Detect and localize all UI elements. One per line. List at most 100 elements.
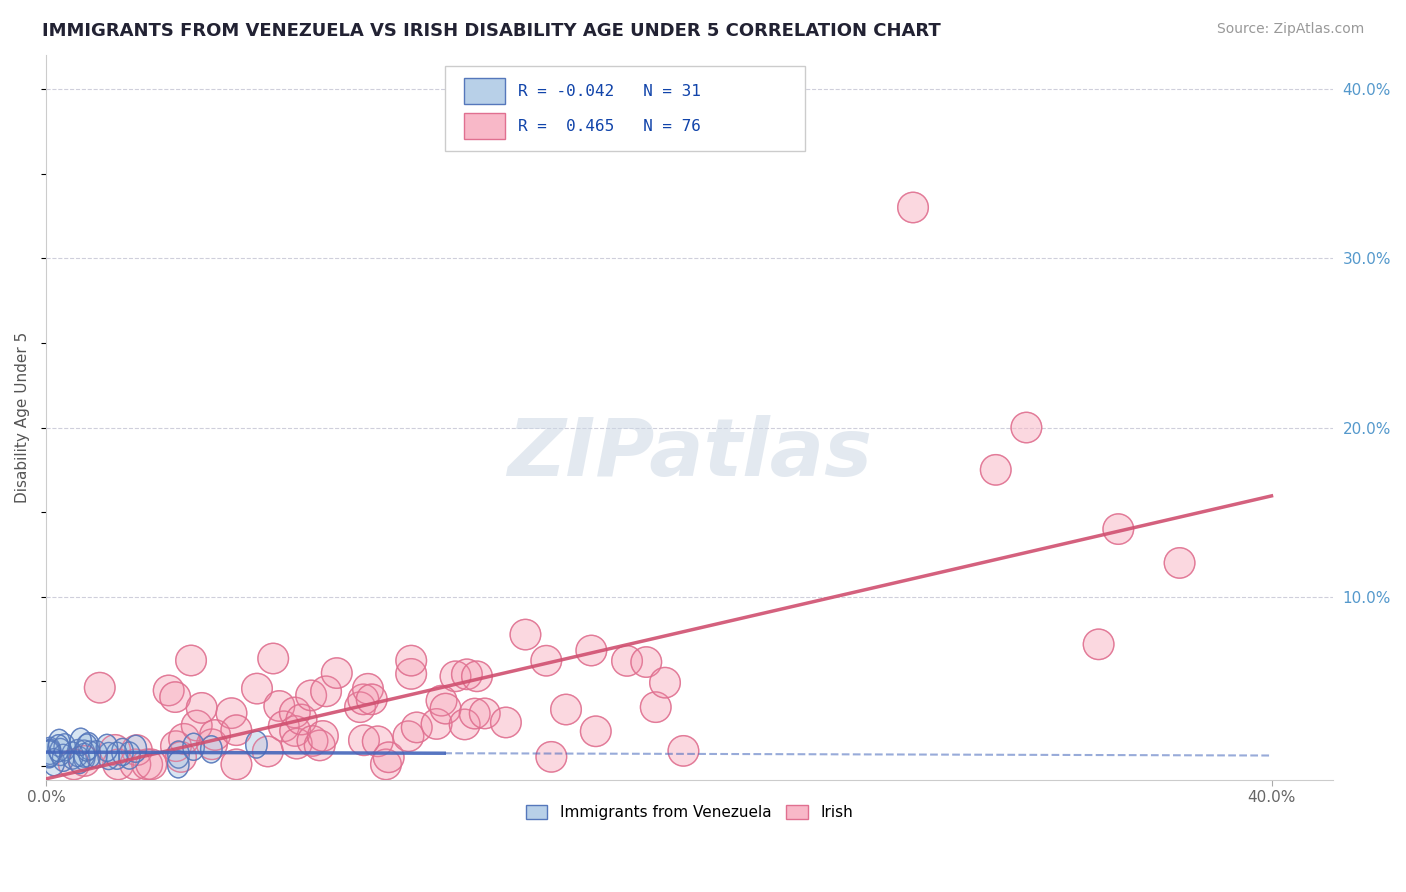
Ellipse shape [612, 646, 643, 676]
Ellipse shape [280, 698, 311, 728]
Ellipse shape [59, 749, 89, 780]
Ellipse shape [69, 746, 100, 776]
Ellipse shape [76, 734, 97, 761]
Ellipse shape [322, 657, 352, 689]
Ellipse shape [897, 193, 928, 223]
FancyBboxPatch shape [444, 66, 806, 152]
Ellipse shape [280, 715, 311, 747]
Ellipse shape [201, 736, 222, 763]
Ellipse shape [394, 721, 423, 751]
Ellipse shape [125, 735, 146, 763]
Ellipse shape [396, 658, 426, 690]
FancyBboxPatch shape [464, 78, 505, 104]
Ellipse shape [70, 728, 91, 756]
Ellipse shape [166, 742, 197, 772]
Ellipse shape [153, 675, 184, 706]
Ellipse shape [287, 705, 316, 735]
Ellipse shape [44, 748, 65, 776]
Ellipse shape [187, 693, 217, 723]
Ellipse shape [430, 693, 461, 723]
Ellipse shape [49, 739, 72, 765]
Text: ZIPatlas: ZIPatlas [508, 415, 872, 492]
Ellipse shape [39, 738, 60, 764]
Ellipse shape [176, 645, 207, 676]
Ellipse shape [160, 681, 190, 713]
Ellipse shape [311, 676, 342, 706]
Ellipse shape [349, 725, 380, 756]
Ellipse shape [460, 698, 491, 729]
Ellipse shape [84, 673, 115, 703]
Ellipse shape [264, 690, 295, 722]
FancyBboxPatch shape [464, 113, 505, 139]
Text: IMMIGRANTS FROM VENEZUELA VS IRISH DISABILITY AGE UNDER 5 CORRELATION CHART: IMMIGRANTS FROM VENEZUELA VS IRISH DISAB… [42, 22, 941, 40]
Ellipse shape [396, 646, 426, 676]
Ellipse shape [105, 742, 128, 769]
Ellipse shape [363, 726, 394, 756]
Ellipse shape [73, 743, 96, 771]
Ellipse shape [73, 740, 96, 767]
Ellipse shape [1011, 412, 1042, 442]
Ellipse shape [668, 736, 699, 766]
Ellipse shape [536, 741, 567, 772]
Ellipse shape [197, 729, 228, 759]
Ellipse shape [551, 694, 581, 725]
Ellipse shape [62, 742, 83, 769]
Ellipse shape [461, 661, 492, 691]
Ellipse shape [269, 711, 299, 741]
Ellipse shape [281, 729, 312, 759]
Ellipse shape [1164, 548, 1195, 578]
Ellipse shape [132, 749, 163, 780]
Ellipse shape [118, 742, 141, 769]
Y-axis label: Disability Age Under 5: Disability Age Under 5 [15, 332, 30, 503]
Ellipse shape [1102, 514, 1133, 544]
Ellipse shape [295, 681, 326, 711]
Ellipse shape [167, 741, 190, 768]
Ellipse shape [631, 647, 662, 677]
Ellipse shape [650, 667, 681, 698]
Ellipse shape [136, 749, 166, 780]
Ellipse shape [86, 740, 107, 768]
Ellipse shape [53, 734, 76, 761]
Ellipse shape [167, 751, 188, 778]
Ellipse shape [253, 736, 283, 767]
Ellipse shape [246, 731, 267, 758]
Ellipse shape [308, 721, 339, 751]
Ellipse shape [121, 735, 152, 765]
Ellipse shape [356, 684, 387, 714]
Ellipse shape [38, 741, 60, 768]
Ellipse shape [221, 749, 252, 780]
Ellipse shape [491, 707, 522, 738]
Ellipse shape [169, 723, 200, 754]
Ellipse shape [297, 726, 328, 756]
Ellipse shape [451, 659, 482, 690]
Ellipse shape [440, 661, 471, 691]
Ellipse shape [67, 739, 89, 766]
Ellipse shape [980, 455, 1011, 485]
Ellipse shape [640, 692, 671, 723]
Ellipse shape [69, 747, 90, 773]
Ellipse shape [470, 698, 501, 729]
Ellipse shape [183, 733, 204, 760]
Ellipse shape [402, 712, 432, 743]
Ellipse shape [79, 741, 101, 768]
Ellipse shape [374, 742, 404, 772]
Ellipse shape [48, 735, 69, 762]
Ellipse shape [100, 735, 131, 765]
Ellipse shape [242, 673, 273, 704]
Ellipse shape [77, 732, 100, 760]
Ellipse shape [426, 685, 457, 716]
Ellipse shape [349, 684, 378, 714]
Legend: Immigrants from Venezuela, Irish: Immigrants from Venezuela, Irish [520, 798, 859, 826]
Ellipse shape [221, 715, 252, 746]
Ellipse shape [304, 731, 335, 761]
Ellipse shape [576, 635, 606, 665]
Ellipse shape [450, 709, 479, 739]
Ellipse shape [120, 749, 150, 780]
Ellipse shape [181, 710, 212, 740]
Ellipse shape [217, 698, 247, 729]
Ellipse shape [103, 749, 134, 780]
Ellipse shape [344, 692, 375, 723]
Text: Source: ZipAtlas.com: Source: ZipAtlas.com [1216, 22, 1364, 37]
Ellipse shape [160, 731, 191, 762]
Text: R = -0.042   N = 31: R = -0.042 N = 31 [519, 84, 702, 99]
